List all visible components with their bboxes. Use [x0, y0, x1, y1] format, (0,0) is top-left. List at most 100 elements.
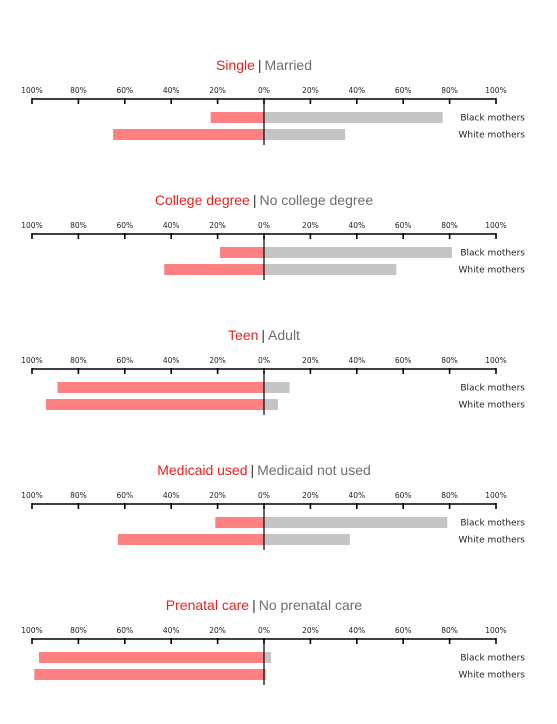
tick-label: 60%	[395, 626, 412, 635]
bar-right-white-mothers	[264, 534, 350, 545]
title-right-category: No prenatal care	[259, 597, 363, 613]
tick-label: 80%	[70, 86, 87, 95]
tick-label: 0%	[258, 86, 270, 95]
tick-label: 60%	[395, 221, 412, 230]
tick-label: 100%	[485, 221, 506, 230]
bar-left-black-mothers	[219, 247, 264, 258]
title-right-category: No college degree	[259, 192, 373, 208]
tick-label: 0%	[258, 626, 270, 635]
tick-label: 100%	[21, 356, 42, 365]
tick-label: 40%	[348, 626, 365, 635]
tick-label: 80%	[441, 626, 458, 635]
chart-panel-1: Single | Married 100% 80% 60% 40% 20% 0% 20% 40% 60…	[21, 57, 525, 145]
tick-label: 60%	[395, 491, 412, 500]
series-label: White mothers	[459, 266, 526, 276]
chart-panel-2: College degree | No college degree 100% 80% 6…	[21, 192, 525, 280]
bar-left-black-mothers	[57, 382, 264, 393]
tick-label: 60%	[395, 86, 412, 95]
tick-label: 80%	[70, 221, 87, 230]
tick-label: 100%	[21, 221, 42, 230]
tick-label: 60%	[116, 626, 133, 635]
tick-label: 40%	[348, 491, 365, 500]
bar-left-black-mothers	[210, 112, 264, 123]
tick-label: 60%	[116, 221, 133, 230]
tick-label: 100%	[21, 86, 42, 95]
tick-label: 100%	[21, 626, 42, 635]
tick-label: 0%	[258, 491, 270, 500]
tick-label: 20%	[302, 221, 319, 230]
tick-label: 80%	[70, 626, 87, 635]
tick-label: 60%	[116, 491, 133, 500]
tick-label: 80%	[441, 491, 458, 500]
tick-label: 40%	[348, 356, 365, 365]
chart-title: College degree | No college degree	[155, 192, 373, 208]
title-left-category: Prenatal care	[166, 597, 249, 613]
tick-label: 60%	[116, 86, 133, 95]
title-left-category: Medicaid used	[157, 462, 247, 478]
bar-right-black-mothers	[264, 517, 448, 528]
bar-left-white-mothers	[113, 129, 264, 140]
tick-label: 100%	[485, 356, 506, 365]
bar-right-white-mothers	[264, 399, 278, 410]
tick-label: 40%	[163, 356, 180, 365]
tick-label: 20%	[209, 626, 226, 635]
chart-title: Medicaid used | Medicaid not used	[157, 462, 371, 478]
bar-right-black-mothers	[264, 382, 290, 393]
chart-title: Single | Married	[216, 57, 312, 73]
chart-panel-3: Teen | Adult 100% 80% 60% 40% 20% 0% 20% 40% 60% 80%…	[21, 327, 525, 415]
title-left-category: Teen	[228, 327, 258, 343]
series-label: Black mothers	[460, 384, 525, 394]
tick-label: 100%	[485, 86, 506, 95]
tick-label: 80%	[441, 221, 458, 230]
chart-panel-5: Prenatal care | No prenatal care 100% 80% 60%…	[21, 597, 525, 685]
series-label: Black mothers	[460, 114, 525, 124]
series-label: White mothers	[459, 536, 526, 546]
tick-label: 40%	[348, 221, 365, 230]
tick-label: 20%	[302, 491, 319, 500]
title-right-category: Married	[265, 57, 312, 73]
title-left-category: College degree	[155, 192, 250, 208]
tick-label: 20%	[209, 491, 226, 500]
tick-label: 0%	[258, 221, 270, 230]
title-right-category: Medicaid not used	[257, 462, 371, 478]
tick-label: 20%	[302, 356, 319, 365]
tick-label: 100%	[485, 491, 506, 500]
title-left-category: Single	[216, 57, 255, 73]
tick-label: 20%	[209, 356, 226, 365]
bar-left-black-mothers	[38, 652, 265, 663]
tick-label: 20%	[209, 86, 226, 95]
tick-label: 80%	[70, 356, 87, 365]
tick-label: 40%	[163, 491, 180, 500]
bar-left-white-mothers	[117, 534, 264, 545]
bar-left-black-mothers	[215, 517, 264, 528]
title-separator: |	[261, 327, 265, 343]
bar-right-white-mothers	[264, 264, 397, 275]
series-label: Black mothers	[460, 519, 525, 529]
chart-panel-4: Medicaid used | Medicaid not used 100% 80% 60…	[21, 462, 525, 550]
bar-right-black-mothers	[264, 652, 271, 663]
bar-right-black-mothers	[264, 112, 443, 123]
tick-label: 100%	[485, 626, 506, 635]
series-label: Black mothers	[460, 249, 525, 259]
bar-right-white-mothers	[264, 669, 267, 680]
bar-right-white-mothers	[264, 129, 346, 140]
tick-label: 20%	[302, 86, 319, 95]
series-label: White mothers	[459, 671, 526, 681]
series-label: Black mothers	[460, 654, 525, 664]
tick-label: 100%	[21, 491, 42, 500]
tick-label: 60%	[395, 356, 412, 365]
tick-label: 60%	[116, 356, 133, 365]
title-separator: |	[252, 597, 256, 613]
series-label: White mothers	[459, 131, 526, 141]
tick-label: 40%	[163, 86, 180, 95]
bar-left-white-mothers	[164, 264, 264, 275]
title-right-category: Adult	[268, 327, 300, 343]
title-separator: |	[253, 192, 257, 208]
tick-label: 40%	[163, 221, 180, 230]
tick-label: 80%	[70, 491, 87, 500]
bar-right-black-mothers	[264, 247, 452, 258]
tick-label: 20%	[302, 626, 319, 635]
series-label: White mothers	[459, 401, 526, 411]
